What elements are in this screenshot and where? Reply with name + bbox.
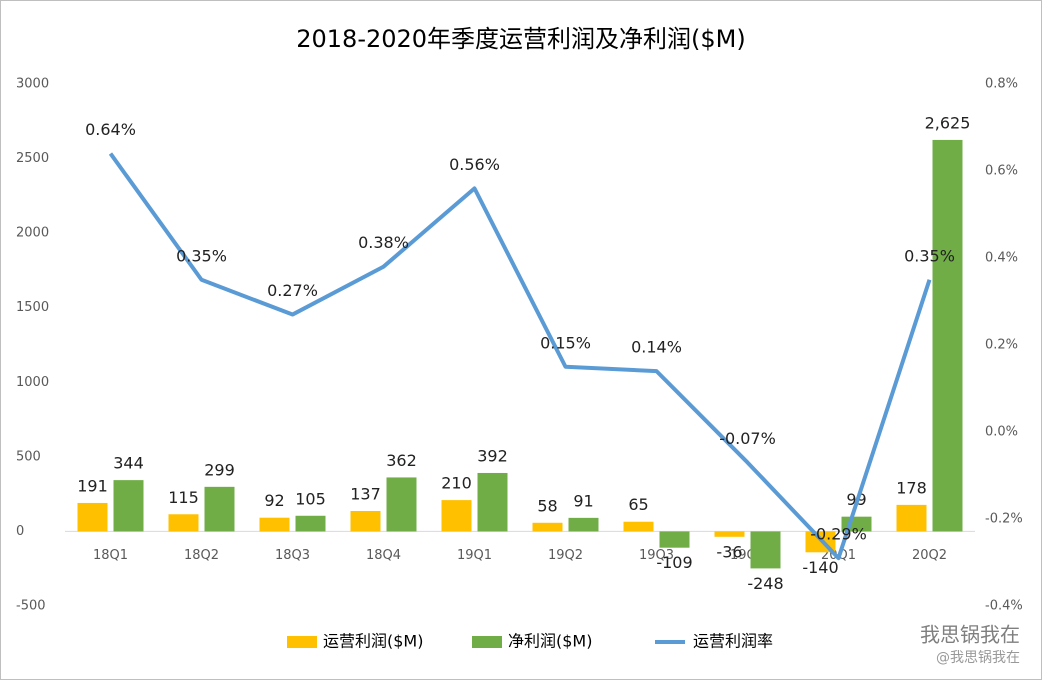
value-label: 137	[350, 484, 381, 503]
value-label: -248	[747, 574, 783, 593]
legend-swatch	[472, 636, 502, 648]
bar	[477, 472, 508, 532]
bar	[532, 522, 563, 532]
value-label: 91	[573, 491, 593, 510]
bar	[77, 502, 108, 532]
x-tick-label: 18Q1	[93, 548, 128, 563]
bar	[441, 500, 472, 532]
y-tick-label: 1000	[16, 375, 49, 390]
legend-label: 运营利润($M)	[323, 632, 423, 651]
value-label: 344	[113, 454, 144, 473]
bar	[168, 514, 199, 532]
value-label: -36	[716, 542, 742, 561]
x-tick-label: 18Q4	[366, 548, 401, 563]
y-tick-label: 2500	[16, 151, 49, 166]
legend-label: 净利润($M)	[508, 632, 592, 651]
y-tick-label: 1500	[16, 300, 49, 315]
chart-title: 2018-2020年季度运营利润及净利润($M)	[296, 25, 746, 53]
value-label: 65	[628, 495, 648, 514]
legend-label: 运营利润率	[693, 632, 773, 651]
bar	[932, 139, 963, 532]
bar	[386, 477, 417, 532]
line-value-label: 0.15%	[540, 333, 591, 352]
bar	[714, 531, 745, 537]
watermark: 我思锅我在	[920, 623, 1020, 647]
bar	[295, 515, 326, 532]
y-tick-label: -500	[16, 599, 46, 614]
x-tick-label: 18Q3	[275, 548, 310, 563]
bar	[259, 517, 290, 532]
value-label: 105	[295, 489, 326, 508]
line-value-label: 0.35%	[176, 246, 227, 265]
x-tick-label: 19Q2	[548, 548, 583, 563]
value-label: 392	[477, 446, 508, 465]
x-tick-label: 18Q2	[184, 548, 219, 563]
y2-tick-label: -0.2%	[985, 512, 1023, 527]
value-label: 191	[77, 476, 108, 495]
watermark: @我思锅我在	[936, 650, 1020, 666]
bar	[623, 521, 654, 532]
bar	[568, 517, 599, 532]
x-tick-label: 20Q2	[912, 548, 947, 563]
line-value-label: 0.38%	[358, 233, 409, 252]
y2-tick-label: 0.2%	[985, 338, 1018, 353]
value-label: -140	[802, 558, 838, 577]
value-label: -109	[656, 553, 692, 572]
y-tick-label: 2000	[16, 226, 49, 241]
value-label: 2,625	[925, 113, 971, 132]
bar	[896, 504, 927, 532]
bar	[113, 480, 144, 532]
y2-tick-label: 0.8%	[985, 77, 1018, 92]
y-tick-label: 3000	[16, 77, 49, 92]
y-tick-label: 0	[16, 524, 24, 539]
line-value-label: 0.35%	[904, 246, 955, 265]
bar	[350, 510, 381, 532]
legend-swatch	[287, 636, 317, 648]
line-value-label: 0.14%	[631, 338, 682, 357]
value-label: 210	[441, 474, 472, 493]
y2-tick-label: 0.4%	[985, 251, 1018, 266]
x-tick-label: 19Q3	[639, 548, 674, 563]
bar	[750, 531, 781, 569]
line-value-label: 0.64%	[85, 120, 136, 139]
y-tick-label: 500	[16, 449, 41, 464]
x-tick-label: 19Q1	[457, 548, 492, 563]
line-value-label: 0.56%	[449, 155, 500, 174]
line	[108, 152, 932, 561]
value-label: 362	[386, 451, 417, 470]
y2-tick-label: -0.4%	[985, 599, 1023, 614]
value-label: 92	[264, 491, 284, 510]
line-value-label: 0.27%	[267, 281, 318, 300]
value-label: 299	[204, 460, 235, 479]
line-value-label: -0.29%	[810, 525, 867, 544]
bar	[204, 486, 235, 532]
y2-tick-label: 0.6%	[985, 164, 1018, 179]
y2-tick-label: 0.0%	[985, 425, 1018, 440]
line-value-label: -0.07%	[719, 429, 776, 448]
bar	[659, 531, 690, 548]
value-label: 115	[168, 488, 199, 507]
value-label: 178	[896, 478, 927, 497]
value-label: 58	[537, 496, 557, 515]
